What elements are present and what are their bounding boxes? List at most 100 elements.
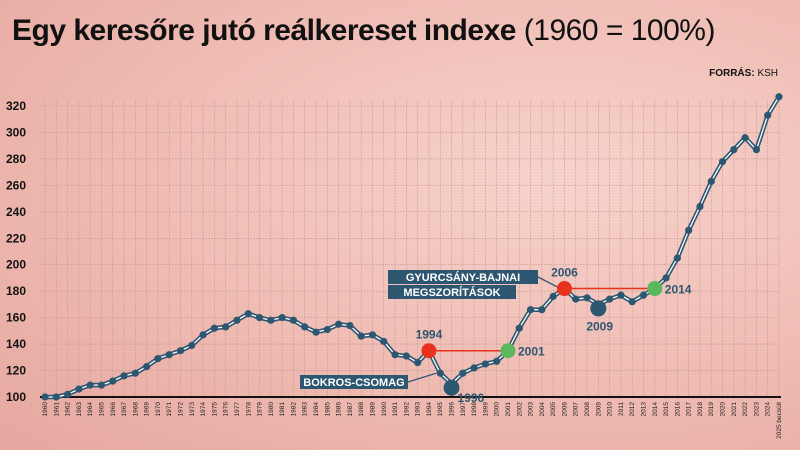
x-tick-label: 2013 [640, 402, 647, 417]
data-point [470, 364, 478, 372]
data-point [662, 274, 670, 282]
data-point [154, 355, 162, 363]
x-tick-label: 1963 [76, 402, 83, 417]
low-point-marker [590, 300, 607, 317]
data-point [481, 360, 489, 368]
title-main: Egy keresőre jutó reálkereset indexe [12, 14, 516, 47]
callout-box [388, 270, 538, 284]
data-point [289, 316, 298, 324]
data-point [41, 393, 49, 401]
data-point [278, 314, 286, 322]
x-tick-label: 1981 [279, 402, 286, 417]
y-tick-label: 200 [6, 258, 26, 272]
x-tick-label: 1996 [449, 402, 456, 417]
callout-box [388, 285, 516, 299]
x-tick-label: 1986 [336, 402, 343, 417]
x-tick-label: 2002 [516, 402, 523, 417]
austerity-start-marker [421, 343, 437, 359]
x-tick-label: 2000 [494, 402, 501, 417]
data-point [436, 369, 444, 377]
y-tick-label: 260 [6, 178, 26, 192]
data-point [606, 295, 614, 303]
data-point [312, 328, 320, 336]
data-point [741, 134, 749, 142]
x-tick-label: 2019 [708, 402, 715, 417]
data-point [707, 177, 715, 185]
series-line [45, 95, 781, 400]
x-tick-label: 1999 [482, 402, 489, 417]
annotation-label: 2009 [586, 319, 613, 333]
y-tick-label: 140 [6, 337, 26, 351]
x-tick-label: 2011 [618, 402, 625, 416]
x-tick-label: 1969 [144, 402, 151, 417]
x-tick-label: 1970 [155, 402, 162, 417]
x-tick-label: 1967 [121, 402, 128, 417]
data-point [52, 393, 60, 401]
x-tick-label: 1990 [381, 402, 388, 417]
callout-box [300, 375, 408, 389]
x-tick-label: 1965 [98, 402, 105, 417]
y-tick-label: 120 [6, 364, 26, 378]
x-tick-label: 1973 [189, 402, 196, 417]
x-tick-label: 1989 [369, 402, 376, 417]
austerity-start-marker [556, 281, 572, 297]
x-tick-label: 1979 [257, 402, 264, 417]
data-point [572, 295, 580, 303]
low-point-marker [443, 379, 460, 396]
y-tick-label: 300 [6, 125, 26, 139]
x-tick-label: 2023 [753, 402, 760, 417]
x-tick-label: 2025 becsült [776, 402, 783, 439]
x-tick-label: 1991 [392, 402, 399, 417]
x-tick-label: 1992 [403, 402, 410, 417]
data-point [131, 369, 139, 377]
data-point [357, 332, 365, 340]
data-point [97, 381, 106, 389]
data-point [143, 362, 151, 371]
data-point [165, 351, 173, 359]
data-point [696, 202, 704, 211]
x-tick-label: 2001 [505, 402, 512, 417]
data-point [301, 323, 309, 331]
source-value: KSH [757, 68, 778, 79]
annotation-label: 1994 [416, 328, 443, 342]
data-point [244, 310, 252, 318]
data-point [718, 157, 727, 166]
data-point [685, 226, 693, 234]
callout-arrow [537, 276, 561, 290]
x-tick-label: 2021 [731, 402, 738, 417]
x-tick-label: 2012 [629, 402, 636, 417]
data-point [210, 324, 218, 332]
recovery-marker [500, 343, 516, 359]
y-tick-label: 240 [6, 205, 26, 219]
x-tick-label: 1966 [110, 402, 117, 417]
source-label: FORRÁS: [709, 68, 755, 79]
callout-arrow [407, 372, 437, 383]
data-point [233, 316, 241, 324]
x-tick-label: 2009 [595, 402, 602, 417]
x-tick-label: 1960 [42, 402, 49, 417]
x-tick-label: 2008 [584, 402, 591, 417]
x-tick-label: 2014 [652, 402, 659, 417]
data-point [628, 298, 636, 306]
data-point [346, 321, 354, 330]
y-tick-label: 320 [6, 99, 26, 113]
chart-title: Egy keresőre jutó reálkereset indexe (19… [12, 14, 715, 47]
x-tick-label: 2024 [765, 402, 772, 417]
x-tick-label: 2018 [697, 402, 704, 417]
data-point [402, 352, 410, 360]
annotation-label: 2006 [551, 266, 578, 280]
x-tick-label: 1993 [415, 402, 422, 417]
x-tick-label: 1964 [87, 402, 94, 417]
annotation-label: 2014 [665, 283, 692, 297]
x-tick-label: 2006 [561, 402, 568, 417]
x-tick-label: 1980 [268, 402, 275, 417]
x-tick-label: 1994 [426, 402, 433, 417]
data-point [176, 347, 185, 355]
callout-label: BOKROS-CSOMAG [303, 377, 404, 389]
x-tick-label: 1983 [302, 402, 309, 417]
annotation-label: 2001 [518, 345, 545, 359]
data-point [775, 93, 783, 101]
x-tick-label: 2017 [686, 402, 693, 417]
x-tick-label: 1987 [347, 402, 354, 417]
data-point [526, 306, 535, 314]
